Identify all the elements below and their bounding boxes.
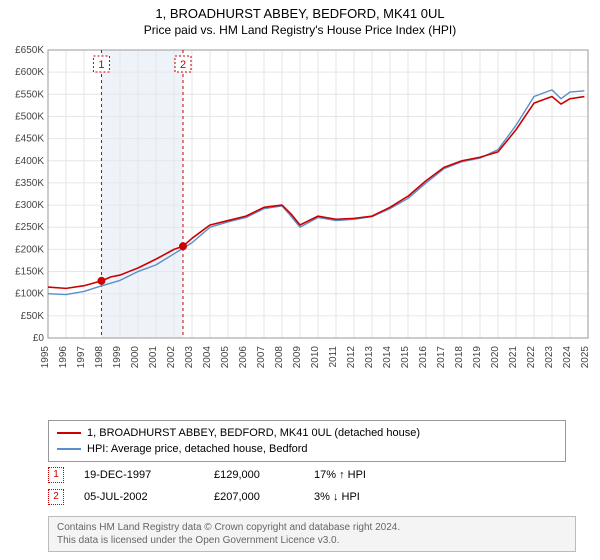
sale-price: £207,000 <box>214 491 314 503</box>
svg-text:2013: 2013 <box>364 346 375 369</box>
svg-text:£50K: £50K <box>21 311 45 322</box>
svg-text:2008: 2008 <box>274 346 285 369</box>
footer-line: Contains HM Land Registry data © Crown c… <box>57 521 567 534</box>
sale-date: 05-JUL-2002 <box>84 491 214 503</box>
svg-text:£100K: £100K <box>15 289 44 300</box>
svg-text:2004: 2004 <box>202 346 213 369</box>
svg-text:2014: 2014 <box>382 346 393 369</box>
sale-row: 2 05-JUL-2002£207,0003% ↓ HPI <box>48 486 414 508</box>
sale-date: 19-DEC-1997 <box>84 469 214 481</box>
legend-label: 1, BROADHURST ABBEY, BEDFORD, MK41 0UL (… <box>87 425 420 441</box>
svg-text:2022: 2022 <box>526 346 537 369</box>
svg-text:2025: 2025 <box>580 346 591 369</box>
svg-text:£500K: £500K <box>15 111 44 122</box>
svg-text:2024: 2024 <box>562 346 573 369</box>
svg-text:2009: 2009 <box>292 346 303 369</box>
svg-text:£600K: £600K <box>15 67 44 78</box>
svg-text:2021: 2021 <box>508 346 519 369</box>
footer-attribution: Contains HM Land Registry data © Crown c… <box>48 516 576 552</box>
svg-text:2: 2 <box>180 59 186 71</box>
sales-table: 1 19-DEC-1997£129,00017% ↑ HPI 2 05-JUL-200… <box>48 464 414 508</box>
sale-marker-badge: 1 <box>48 467 64 483</box>
svg-text:2018: 2018 <box>454 346 465 369</box>
legend: 1, BROADHURST ABBEY, BEDFORD, MK41 0UL (… <box>48 420 566 462</box>
svg-text:1996: 1996 <box>58 346 69 369</box>
legend-item: 1, BROADHURST ABBEY, BEDFORD, MK41 0UL (… <box>57 425 557 441</box>
footer-line: This data is licensed under the Open Gov… <box>57 534 567 547</box>
svg-text:2020: 2020 <box>490 346 501 369</box>
svg-text:2005: 2005 <box>220 346 231 369</box>
page-subtitle: Price paid vs. HM Land Registry's House … <box>0 21 600 37</box>
svg-text:1997: 1997 <box>76 346 87 369</box>
legend-item: HPI: Average price, detached house, Bedf… <box>57 441 557 457</box>
svg-text:2002: 2002 <box>166 346 177 369</box>
svg-text:2023: 2023 <box>544 346 555 369</box>
svg-text:£350K: £350K <box>15 178 44 189</box>
chart: £0 £50K £100K £150K £200K £250K £300K £350K £400… <box>0 42 600 382</box>
svg-text:1998: 1998 <box>94 346 105 369</box>
svg-text:£650K: £650K <box>15 45 44 56</box>
svg-text:£150K: £150K <box>15 267 44 278</box>
sale-price: £129,000 <box>214 469 314 481</box>
svg-text:2007: 2007 <box>256 346 267 369</box>
svg-text:1995: 1995 <box>40 346 51 369</box>
svg-text:£0: £0 <box>33 333 45 344</box>
svg-text:1: 1 <box>98 59 104 71</box>
svg-text:2017: 2017 <box>436 346 447 369</box>
svg-text:1999: 1999 <box>112 346 123 369</box>
svg-text:£300K: £300K <box>15 200 44 211</box>
sale-marker-badge: 2 <box>48 489 64 505</box>
legend-swatch <box>57 448 81 450</box>
svg-text:£250K: £250K <box>15 222 44 233</box>
svg-text:2011: 2011 <box>328 346 339 368</box>
svg-text:2012: 2012 <box>346 346 357 369</box>
legend-label: HPI: Average price, detached house, Bedf… <box>87 441 308 457</box>
svg-text:2001: 2001 <box>148 346 159 369</box>
page-title: 1, BROADHURST ABBEY, BEDFORD, MK41 0UL <box>0 0 600 21</box>
svg-text:2006: 2006 <box>238 346 249 369</box>
svg-text:2015: 2015 <box>400 346 411 369</box>
svg-text:2016: 2016 <box>418 346 429 369</box>
svg-text:2003: 2003 <box>184 346 195 369</box>
svg-text:£550K: £550K <box>15 89 44 100</box>
sale-hpi: 3% ↓ HPI <box>314 491 414 503</box>
svg-text:2000: 2000 <box>130 346 141 369</box>
svg-text:2010: 2010 <box>310 346 321 369</box>
sale-hpi: 17% ↑ HPI <box>314 469 414 481</box>
legend-swatch <box>57 432 81 434</box>
sale-row: 1 19-DEC-1997£129,00017% ↑ HPI <box>48 464 414 486</box>
svg-text:£450K: £450K <box>15 134 44 145</box>
svg-text:£200K: £200K <box>15 244 44 255</box>
svg-text:£400K: £400K <box>15 156 44 167</box>
svg-text:2019: 2019 <box>472 346 483 369</box>
